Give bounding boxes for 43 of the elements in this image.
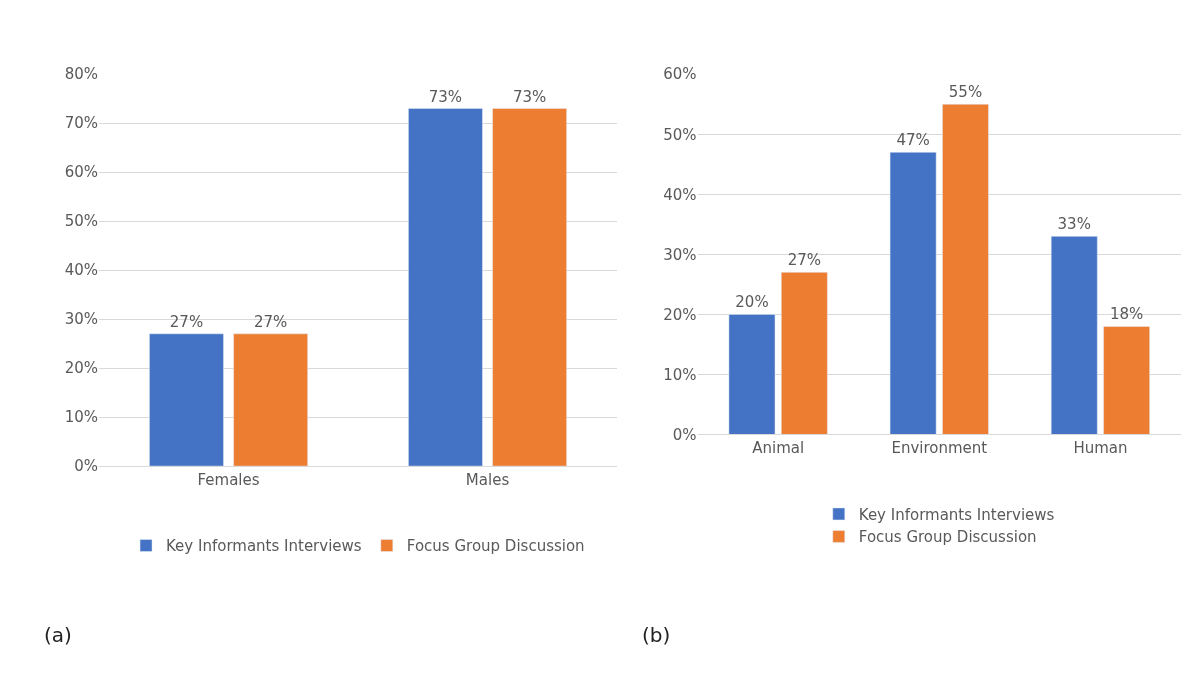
data-label: 27% (787, 251, 822, 270)
y-tick-label: 0% (74, 457, 99, 476)
y-tick-label: 50% (64, 212, 99, 231)
y-tick-label: 20% (64, 359, 99, 378)
bar (1050, 236, 1098, 435)
bar (889, 152, 937, 435)
x-tick-label: Human (1073, 439, 1128, 458)
y-tick-label: 20% (663, 305, 697, 324)
y-tick-label: 60% (64, 163, 99, 182)
y-tick-label: 80% (64, 65, 99, 84)
y-tick-label: 40% (64, 261, 99, 280)
y-tick-label: 30% (64, 310, 99, 329)
data-label: 73% (428, 87, 463, 106)
x-tick-label: Animal (752, 439, 805, 458)
y-tick-label: 40% (663, 185, 697, 204)
data-label: 73% (512, 87, 547, 106)
bar (781, 272, 828, 435)
x-tick-label: Females (197, 471, 260, 490)
data-label: 20% (735, 293, 769, 312)
legend-label: Key Informants Interviews (166, 537, 362, 556)
legend-label: Focus Group Discussion (406, 537, 585, 556)
y-tick-label: 0% (672, 425, 697, 444)
y-tick-label: 50% (663, 125, 697, 144)
y-tick-label: 60% (663, 65, 697, 84)
legend-label: Focus Group Discussion (858, 528, 1037, 547)
data-label: 27% (253, 312, 288, 331)
x-tick-label: Environment (891, 439, 988, 458)
data-label: 55% (948, 83, 983, 102)
y-tick-label: 70% (64, 114, 99, 133)
data-label: 27% (169, 312, 204, 331)
bar (728, 314, 776, 435)
data-label: 33% (1057, 215, 1091, 234)
legend-label: Key Informants Interviews (858, 505, 1055, 524)
bar (942, 104, 989, 435)
y-tick-label: 30% (663, 245, 697, 264)
bar (1103, 326, 1150, 435)
x-tick-label: Males (465, 471, 510, 490)
data-label: 18% (1109, 305, 1144, 324)
text: (b) (642, 623, 671, 647)
y-tick-label: 10% (64, 408, 99, 427)
text: (a) (44, 623, 72, 647)
y-tick-label: 10% (663, 365, 697, 384)
data-label: 47% (896, 131, 930, 150)
